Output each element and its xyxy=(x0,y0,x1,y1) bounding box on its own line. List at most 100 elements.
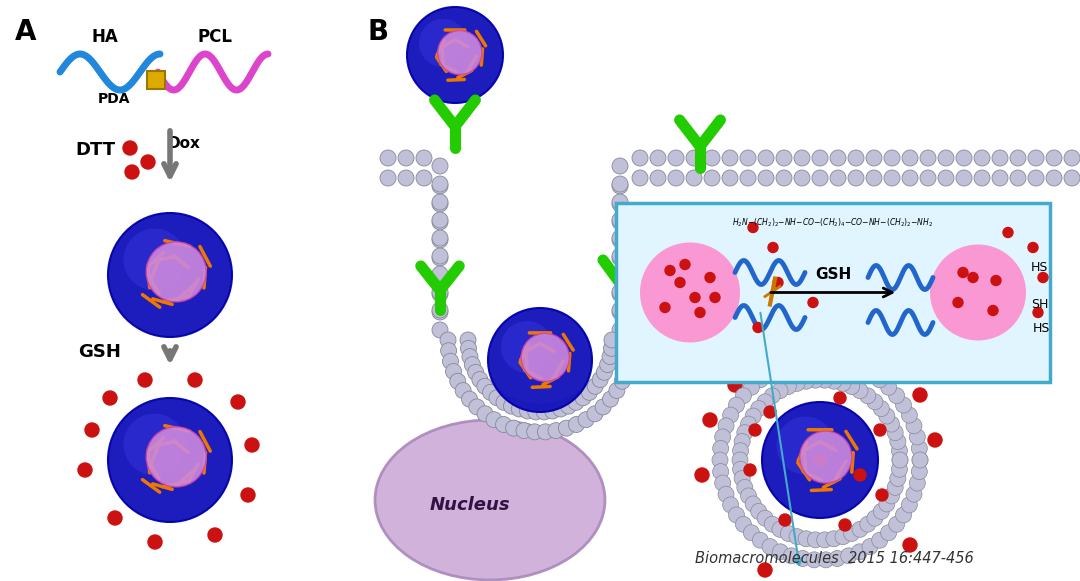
Circle shape xyxy=(432,266,448,282)
Circle shape xyxy=(912,464,928,479)
Circle shape xyxy=(879,496,895,512)
Circle shape xyxy=(781,525,796,541)
Circle shape xyxy=(735,517,752,532)
Circle shape xyxy=(723,497,739,513)
Circle shape xyxy=(753,372,768,388)
Circle shape xyxy=(826,531,842,547)
Circle shape xyxy=(440,332,456,348)
Circle shape xyxy=(686,170,702,186)
Circle shape xyxy=(783,356,799,372)
Circle shape xyxy=(839,519,851,531)
Circle shape xyxy=(912,452,928,468)
Circle shape xyxy=(632,150,648,166)
Circle shape xyxy=(713,440,729,457)
Circle shape xyxy=(883,416,900,432)
Circle shape xyxy=(586,406,603,422)
Circle shape xyxy=(848,150,864,166)
Circle shape xyxy=(553,401,569,417)
Circle shape xyxy=(604,332,620,348)
Circle shape xyxy=(816,532,833,548)
Circle shape xyxy=(108,511,122,525)
Text: Nucleus: Nucleus xyxy=(430,496,511,514)
Circle shape xyxy=(732,461,748,477)
Circle shape xyxy=(432,304,448,320)
Circle shape xyxy=(146,242,206,302)
Circle shape xyxy=(469,399,485,415)
Circle shape xyxy=(437,31,482,74)
Circle shape xyxy=(885,150,900,166)
Circle shape xyxy=(829,550,846,566)
Circle shape xyxy=(612,286,627,302)
Circle shape xyxy=(241,488,255,502)
Circle shape xyxy=(603,391,619,407)
Circle shape xyxy=(538,424,553,440)
Circle shape xyxy=(108,213,232,337)
Circle shape xyxy=(650,150,666,166)
Circle shape xyxy=(902,497,917,513)
Circle shape xyxy=(432,248,448,264)
Circle shape xyxy=(826,373,842,389)
Circle shape xyxy=(939,150,954,166)
Circle shape xyxy=(930,245,1026,340)
Circle shape xyxy=(762,539,778,555)
Circle shape xyxy=(728,397,744,413)
Circle shape xyxy=(461,391,477,407)
Circle shape xyxy=(939,170,954,186)
Circle shape xyxy=(789,529,805,544)
Circle shape xyxy=(432,178,448,194)
Circle shape xyxy=(488,308,592,412)
Circle shape xyxy=(751,400,767,417)
Ellipse shape xyxy=(375,420,605,580)
Circle shape xyxy=(696,307,705,317)
Circle shape xyxy=(818,352,834,368)
Circle shape xyxy=(78,463,92,477)
Circle shape xyxy=(860,516,876,532)
Circle shape xyxy=(762,402,878,518)
Circle shape xyxy=(956,170,972,186)
Circle shape xyxy=(432,196,448,212)
Circle shape xyxy=(432,268,448,284)
Circle shape xyxy=(446,364,461,379)
Circle shape xyxy=(794,170,810,186)
Circle shape xyxy=(740,170,756,186)
Circle shape xyxy=(887,479,903,496)
Circle shape xyxy=(432,214,448,230)
Circle shape xyxy=(612,284,627,300)
Circle shape xyxy=(148,535,162,549)
Circle shape xyxy=(208,528,222,542)
Circle shape xyxy=(895,507,912,523)
Text: DTT: DTT xyxy=(75,141,116,159)
Circle shape xyxy=(1010,170,1026,186)
Circle shape xyxy=(743,379,759,395)
Text: PCL: PCL xyxy=(198,28,232,46)
Circle shape xyxy=(757,510,773,526)
Circle shape xyxy=(575,390,591,406)
Circle shape xyxy=(748,223,758,232)
Circle shape xyxy=(496,394,512,410)
Circle shape xyxy=(745,408,761,424)
Circle shape xyxy=(735,388,752,404)
Circle shape xyxy=(588,378,603,394)
Circle shape xyxy=(1047,150,1062,166)
Circle shape xyxy=(612,302,627,318)
Circle shape xyxy=(993,150,1008,166)
Circle shape xyxy=(891,443,907,459)
Circle shape xyxy=(612,214,627,230)
Circle shape xyxy=(872,372,888,388)
Circle shape xyxy=(734,433,751,450)
Circle shape xyxy=(732,443,748,459)
Circle shape xyxy=(536,404,552,420)
Circle shape xyxy=(511,401,527,417)
Circle shape xyxy=(489,390,505,406)
Circle shape xyxy=(852,383,868,399)
Circle shape xyxy=(889,517,905,532)
Circle shape xyxy=(516,422,532,439)
Circle shape xyxy=(483,385,499,400)
Circle shape xyxy=(890,433,906,450)
Circle shape xyxy=(123,228,186,290)
Circle shape xyxy=(612,266,627,282)
Circle shape xyxy=(887,425,903,440)
Circle shape xyxy=(909,429,926,445)
Circle shape xyxy=(798,531,814,547)
Circle shape xyxy=(432,286,448,302)
